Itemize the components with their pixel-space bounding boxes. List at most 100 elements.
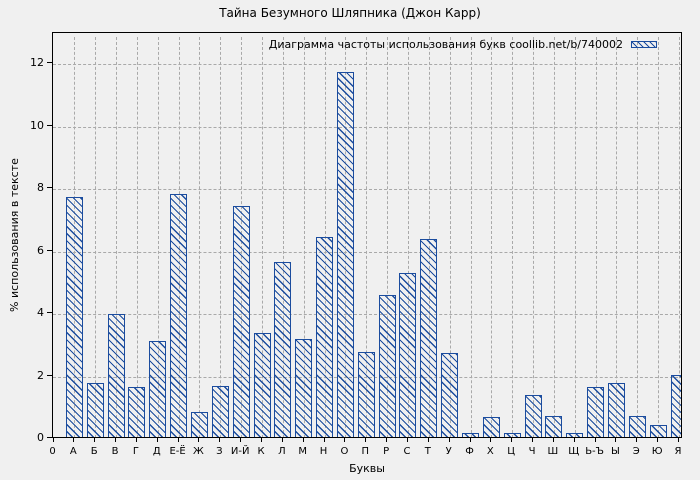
x-tick-label: А <box>69 446 77 457</box>
gridline-vertical <box>616 37 618 437</box>
x-tick-mark <box>73 438 75 442</box>
x-tick-label: Д <box>152 446 161 457</box>
bar-Ш <box>545 415 563 437</box>
x-tick-label: Ж <box>193 446 204 457</box>
x-tick-label: И-Й <box>230 446 250 457</box>
bar-Д <box>149 340 167 437</box>
x-tick-label: Ы <box>611 446 620 457</box>
x-tick-label: Ч <box>528 446 536 457</box>
gridline-vertical <box>116 37 118 437</box>
gridline-vertical <box>407 37 409 437</box>
bar-Т <box>420 239 438 437</box>
x-tick-mark <box>198 438 200 442</box>
gridline-vertical <box>553 37 555 437</box>
x-tick-mark <box>240 438 242 442</box>
x-axis-title: Буквы <box>349 462 385 475</box>
gridline-vertical <box>157 37 159 437</box>
chart-title: Тайна Безумного Шляпника (Джон Карр) <box>219 6 481 20</box>
x-tick-mark <box>594 438 596 442</box>
bar-Э <box>628 415 646 437</box>
bar-Е-Ё <box>170 193 188 437</box>
x-tick-label: М <box>298 446 308 457</box>
x-tick-label: В <box>111 446 119 457</box>
plot-area: Диаграмма частоты использования букв coo… <box>52 32 682 438</box>
bar-П <box>357 351 375 437</box>
x-tick-mark <box>406 438 408 442</box>
gridline-vertical <box>428 37 430 437</box>
bar-Ф <box>462 432 479 437</box>
x-tick-label: Ш <box>547 446 559 457</box>
x-tick-mark <box>511 438 513 442</box>
gridline-vertical <box>637 37 639 437</box>
x-tick-label: П <box>361 446 370 457</box>
gridline-vertical <box>658 37 660 437</box>
gridline-horizontal <box>53 64 681 65</box>
bar-Г <box>128 387 146 437</box>
y-tick-label: 6 <box>37 243 44 257</box>
legend-label: Диаграмма частоты использования букв coo… <box>268 38 623 51</box>
gridline-vertical <box>136 37 138 437</box>
x-tick-label: Щ <box>568 446 580 457</box>
x-tick-mark <box>94 438 96 442</box>
x-tick-label: С <box>403 446 411 457</box>
bar-Ь-Ъ <box>587 387 605 437</box>
bar-Щ <box>566 432 584 437</box>
x-tick-label: З <box>216 446 223 457</box>
y-tick-mark <box>47 249 52 251</box>
bar-Ж <box>190 412 208 437</box>
bar-Л <box>274 262 292 437</box>
x-tick-label: 0 <box>49 446 56 457</box>
x-tick-mark <box>281 438 283 442</box>
y-tick-label: 0 <box>37 431 44 444</box>
gridline-vertical <box>387 37 389 437</box>
y-tick-label: 4 <box>37 306 44 319</box>
bar-Н <box>316 237 334 437</box>
gridline-vertical <box>595 37 597 437</box>
x-tick-mark <box>448 438 450 442</box>
x-tick-label: У <box>445 446 452 457</box>
gridline-horizontal <box>53 251 681 253</box>
bar-Ы <box>607 382 625 437</box>
x-tick-label: Е-Ё <box>169 446 186 457</box>
x-tick-label: Т <box>424 446 431 457</box>
x-tick-label: Ю <box>651 446 663 457</box>
y-axis-title: % использования в тексте <box>8 158 21 312</box>
x-tick-mark <box>344 438 346 442</box>
x-tick-mark <box>156 438 158 442</box>
gridline-vertical <box>574 37 576 437</box>
gridline-vertical <box>679 37 680 437</box>
y-tick-mark <box>47 124 52 126</box>
bar-Ч <box>524 395 542 437</box>
x-tick-mark <box>615 438 617 442</box>
gridline-vertical <box>491 37 493 437</box>
gridline-horizontal <box>53 314 681 315</box>
bar-И-Й <box>232 206 250 437</box>
gridline-vertical <box>324 37 326 437</box>
x-tick-mark <box>427 438 429 442</box>
x-tick-mark <box>261 438 262 442</box>
x-tick-mark <box>115 438 117 442</box>
bar-А <box>65 196 83 437</box>
x-tick-mark <box>469 438 471 442</box>
x-tick-label: Ь-Ъ <box>585 446 604 457</box>
gridline-vertical <box>303 37 305 437</box>
gridline-vertical <box>449 37 451 437</box>
x-tick-mark <box>490 438 492 442</box>
bar-У <box>441 353 459 437</box>
gridline-vertical <box>199 37 201 437</box>
x-tick-mark <box>365 438 367 442</box>
x-tick-label: Э <box>632 446 640 457</box>
x-tick-label: Р <box>383 446 390 457</box>
gridline-vertical <box>220 37 222 437</box>
bar-М <box>295 339 313 437</box>
bar-К <box>253 332 271 437</box>
x-tick-mark <box>532 438 534 442</box>
legend-swatch-icon <box>631 41 657 48</box>
gridline-vertical <box>470 37 472 437</box>
x-tick-mark <box>552 438 554 442</box>
y-tick-mark <box>47 187 52 188</box>
gridline-vertical <box>262 37 263 437</box>
gridline-vertical <box>282 37 284 437</box>
x-tick-mark <box>657 438 659 442</box>
